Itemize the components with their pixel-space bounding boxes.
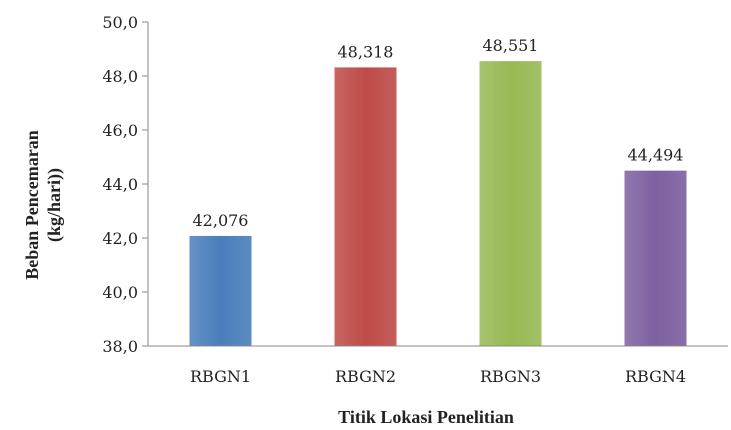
data-label-rbgn2: 48,318 [338,42,394,61]
x-axis: RBGN1 RBGN2 RBGN3 RBGN4 [148,345,728,386]
bar-rbgn1 [189,235,252,346]
y-tick-label: 46,0 [102,121,138,140]
bar-rbgn3 [479,61,542,347]
x-tick-label-rbgn4: RBGN4 [625,367,686,386]
x-tick-label-rbgn1: RBGN1 [190,367,251,386]
x-tick-label-rbgn3: RBGN3 [480,367,541,386]
data-label-rbgn4: 44,494 [628,146,684,165]
x-axis-title: Titik Lokasi Penelitian [338,407,514,427]
bar-rbgn2 [334,67,397,346]
y-axis: 38,0 40,0 42,0 44,0 46,0 48,0 50,0 [102,13,149,356]
y-tick-label: 48,0 [102,67,138,86]
y-axis-title: Beban Pencemaran (kg/hari)) [22,130,65,279]
y-axis-title-line-2: (kg/hari)) [44,168,65,242]
y-tick-label: 42,0 [102,229,138,248]
y-tick-label: 44,0 [102,175,138,194]
y-tick-label: 40,0 [102,283,138,302]
data-label-rbgn1: 42,076 [193,211,249,230]
y-tick-label: 50,0 [102,13,138,32]
y-tick-label: 38,0 [102,337,138,356]
y-axis-title-line-1: Beban Pencemaran [22,130,42,279]
data-label-rbgn3: 48,551 [483,36,539,55]
x-tick-label-rbgn2: RBGN2 [335,367,396,386]
bar-rbgn4 [624,170,687,346]
bars: 42,076 48,318 48,551 44,494 [189,36,687,347]
